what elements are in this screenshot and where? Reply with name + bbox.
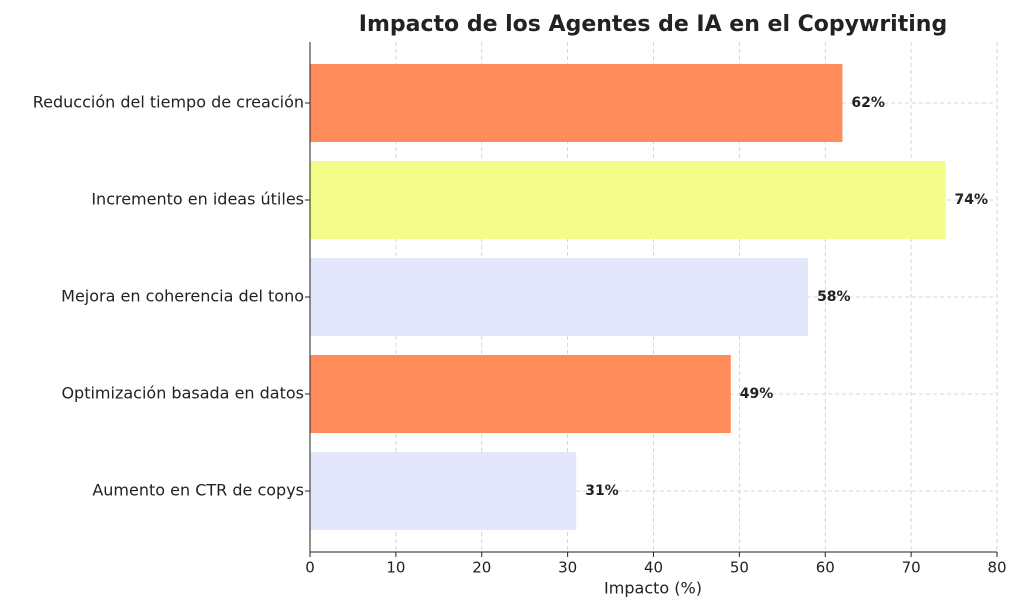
x-tick-label: 10 <box>386 559 405 577</box>
y-tick-label: Mejora en coherencia del tono <box>61 287 304 306</box>
y-tick-label: Optimización basada en datos <box>61 384 304 403</box>
x-tick-label: 60 <box>816 559 835 577</box>
x-tick-label: 20 <box>472 559 491 577</box>
x-tick-label: 80 <box>987 559 1006 577</box>
bar <box>310 64 843 142</box>
x-tick-label: 30 <box>558 559 577 577</box>
x-tick-label: 50 <box>730 559 749 577</box>
x-tick-label: 70 <box>902 559 921 577</box>
bar <box>310 355 731 433</box>
value-label: 74% <box>954 192 988 208</box>
x-tick-label: 40 <box>644 559 663 577</box>
bar <box>310 258 809 336</box>
value-label: 58% <box>817 289 851 305</box>
x-axis-label: Impacto (%) <box>604 579 702 598</box>
bar <box>310 161 946 239</box>
value-label: 31% <box>585 483 619 499</box>
chart-title: Impacto de los Agentes de IA en el Copyw… <box>359 12 947 37</box>
value-label: 49% <box>740 386 774 402</box>
value-label: 62% <box>851 95 885 111</box>
bar <box>310 452 577 530</box>
y-tick-label: Reducción del tiempo de creación <box>33 93 304 112</box>
y-tick-label: Aumento en CTR de copys <box>92 481 304 500</box>
x-tick-label: 0 <box>305 559 315 577</box>
y-tick-label: Incremento en ideas útiles <box>91 190 304 209</box>
